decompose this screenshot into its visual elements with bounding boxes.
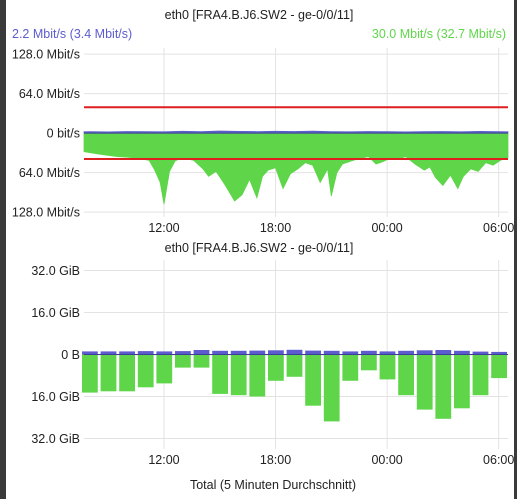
- top-y-tick-label: 64.0 Mbit/s: [19, 87, 80, 101]
- chart-panel: [6, 0, 514, 499]
- top-y-tick-label: 128.0 Mbit/s: [12, 206, 80, 220]
- bar-in: [342, 351, 359, 355]
- bar-in: [435, 350, 452, 355]
- top-y-tick-label: 128.0 Mbit/s: [12, 48, 80, 62]
- right-edge: [514, 0, 517, 499]
- bottom-series: [82, 349, 508, 422]
- top-x-axis: 12:00 18:00 00:00 06:00: [148, 221, 514, 235]
- bottom-x-axis-label: Total (5 Minuten Durchschnitt): [190, 478, 356, 492]
- traffic-total-chart: eth0 [FRA4.B.J6.SW2 - ge-0/0/11] 32.0 Gi…: [31, 241, 514, 492]
- bottom-y-tick-label: 32.0 GiB: [31, 432, 80, 446]
- bar-in: [305, 350, 321, 355]
- bar-out: [491, 354, 507, 379]
- top-x-tick-label: 06:00: [483, 221, 514, 235]
- bar-in: [416, 350, 433, 355]
- bottom-y-tick-label: 32.0 GiB: [31, 264, 80, 278]
- bar-out: [137, 354, 154, 388]
- bar-out: [82, 354, 98, 393]
- bar-out: [323, 354, 340, 422]
- bottom-x-tick-label: 18:00: [260, 453, 291, 467]
- bar-out: [230, 354, 247, 396]
- top-series: [83, 130, 509, 205]
- legend-out-rate: 30.0 Mbit/s (32.7 Mbit/s): [372, 27, 506, 41]
- top-x-tick-label: 18:00: [260, 221, 291, 235]
- bar-out: [342, 354, 359, 381]
- bar-in: [193, 350, 210, 355]
- bottom-x-axis: 12:00 18:00 00:00 06:00: [148, 453, 514, 467]
- bar-out: [175, 354, 191, 368]
- bar-in: [472, 351, 489, 355]
- series-in-area: [83, 130, 509, 134]
- bar-in: [491, 351, 507, 355]
- top-x-tick-label: 12:00: [148, 221, 179, 235]
- bar-in: [82, 351, 98, 355]
- bar-out: [416, 354, 433, 410]
- top-thresholds: [84, 106, 508, 161]
- bar-in: [286, 349, 303, 355]
- bar-out: [249, 354, 266, 397]
- bottom-x-tick-label: 00:00: [371, 453, 402, 467]
- bar-in: [379, 351, 396, 355]
- bar-out: [379, 354, 396, 380]
- bottom-x-tick-label: 06:00: [483, 453, 514, 467]
- bar-out: [472, 354, 489, 396]
- top-x-tick-label: 00:00: [371, 221, 402, 235]
- bar-out: [156, 354, 173, 384]
- bar-in: [398, 350, 414, 355]
- top-y-axis: 128.0 Mbit/s 64.0 Mbit/s 0 bit/s 64.0 Mbit/…: [12, 48, 80, 220]
- bar-in: [323, 350, 340, 355]
- bar-out: [361, 354, 377, 371]
- bar-in: [100, 351, 117, 355]
- bar-in: [212, 350, 228, 355]
- top-y-tick-label: 0 bit/s: [47, 127, 80, 141]
- legend-in-rate: 2.2 Mbit/s (3.4 Mbit/s): [12, 27, 132, 41]
- bottom-y-tick-label: 16.0 GiB: [31, 390, 80, 404]
- bar-in: [137, 351, 154, 355]
- bar-in: [454, 350, 470, 355]
- bar-out: [398, 354, 414, 396]
- bottom-y-tick-label: 16.0 GiB: [31, 306, 80, 320]
- bar-in: [268, 350, 284, 355]
- bar-out: [193, 354, 210, 368]
- bar-in: [175, 351, 191, 355]
- bar-out: [100, 354, 117, 392]
- bar-in: [156, 351, 173, 355]
- left-edge: [0, 0, 6, 499]
- bar-out: [119, 354, 135, 392]
- bottom-y-tick-label: 0 B: [61, 348, 80, 362]
- bar-in: [230, 350, 247, 355]
- bar-out: [454, 354, 470, 409]
- bar-out: [212, 354, 228, 394]
- bar-in: [119, 351, 135, 355]
- bar-out: [435, 354, 452, 419]
- bottom-x-tick-label: 12:00: [148, 453, 179, 467]
- bar-out: [305, 354, 321, 406]
- bar-in: [361, 350, 377, 355]
- traffic-rate-chart: eth0 [FRA4.B.J6.SW2 - ge-0/0/11] 2.2 Mbi…: [12, 8, 514, 235]
- series-out-area: [83, 132, 509, 205]
- bar-out: [268, 354, 284, 381]
- bottom-chart-title: eth0 [FRA4.B.J6.SW2 - ge-0/0/11]: [165, 241, 354, 255]
- top-chart-title: eth0 [FRA4.B.J6.SW2 - ge-0/0/11]: [165, 8, 354, 22]
- top-y-tick-label: 64.0 Mbit/s: [19, 166, 80, 180]
- bar-out: [286, 354, 303, 377]
- bottom-y-axis: 32.0 GiB 16.0 GiB 0 B 16.0 GiB 32.0 GiB: [31, 264, 80, 446]
- bar-in: [249, 350, 266, 355]
